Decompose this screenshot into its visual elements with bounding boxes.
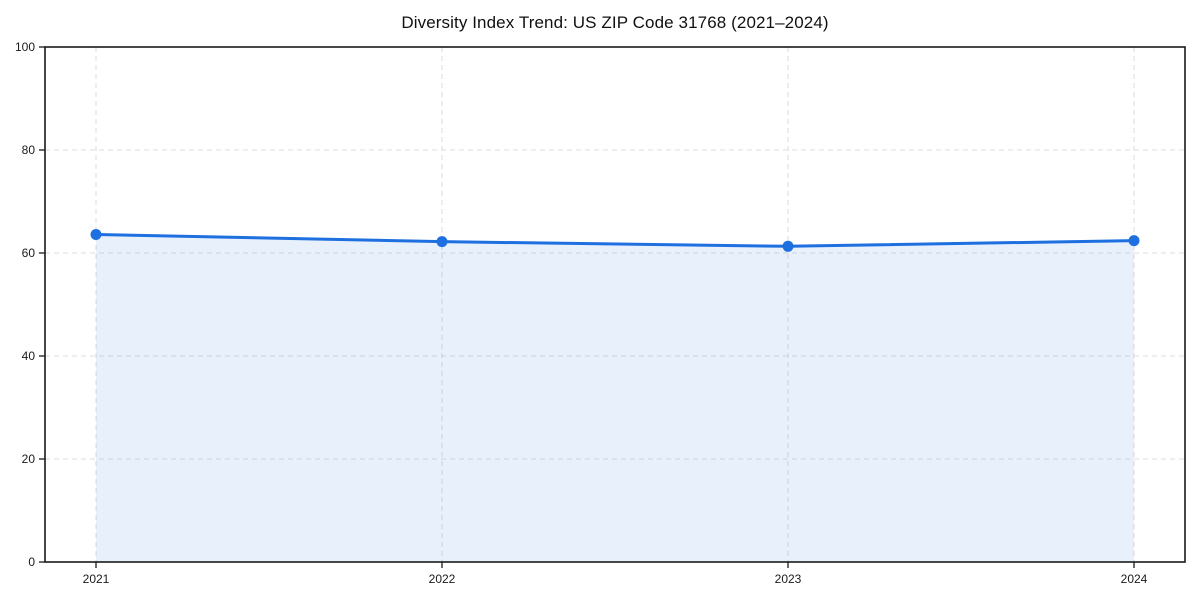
data-point-2024: [1128, 235, 1140, 247]
chart-line: [94, 232, 1136, 248]
y-axis-tick-label: 80: [22, 143, 36, 157]
data-point-2022: [436, 236, 448, 248]
x-axis-tick-label: 2024: [1121, 572, 1148, 586]
data-point-2021: [90, 228, 102, 240]
y-axis-tick-label: 100: [15, 40, 35, 54]
x-axis-tick-label: 2022: [429, 572, 456, 586]
plot-frame: [44, 46, 1186, 563]
chart-area: [96, 234, 1134, 562]
y-axis-tick-label: 60: [22, 246, 36, 260]
x-axis-tick-label: 2023: [775, 572, 802, 586]
y-axis-tick-label: 40: [22, 349, 36, 363]
y-axis-tick-label: 20: [22, 452, 36, 466]
chart-title: Diversity Index Trend: US ZIP Code 31768…: [401, 13, 829, 32]
y-axis-tick-label: 0: [28, 555, 35, 569]
x-axis-tick-label: 2021: [83, 572, 110, 586]
data-point-2023: [782, 240, 794, 252]
